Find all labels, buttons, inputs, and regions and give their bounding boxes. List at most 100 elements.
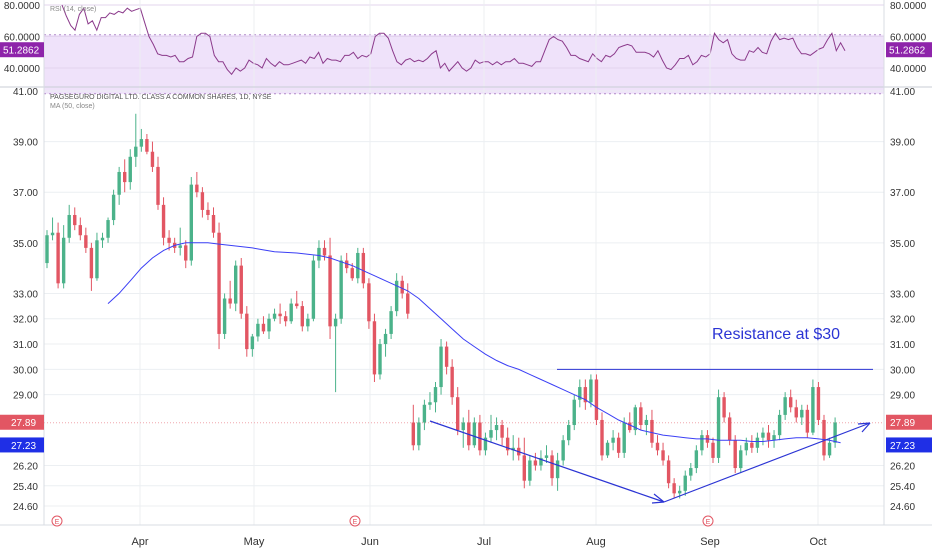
candle-up xyxy=(428,402,432,405)
candle-up xyxy=(528,460,532,481)
candle-down xyxy=(616,437,621,453)
candle-down xyxy=(184,245,188,261)
candle-up xyxy=(761,432,765,438)
candle-up xyxy=(700,435,704,451)
candle-down xyxy=(628,422,632,431)
candle-down xyxy=(594,379,599,420)
candle-up xyxy=(100,237,105,241)
price-tick-label-left: 26.20 xyxy=(13,462,38,473)
time-tick-label: Oct xyxy=(809,536,826,548)
price-tick-label-right: 35.00 xyxy=(890,239,915,250)
candle-up xyxy=(272,313,277,319)
candle-up xyxy=(494,425,499,431)
candle-up xyxy=(744,442,748,451)
candle-up xyxy=(567,425,571,441)
ma-indicator-label: MA (50, close) xyxy=(50,103,95,110)
candle-down xyxy=(328,255,332,327)
earnings-marker xyxy=(51,515,63,527)
candle-up xyxy=(739,450,743,469)
downtrend-arrowhead xyxy=(651,493,665,504)
candle-up xyxy=(689,468,693,476)
price-tick-label-right: 31.00 xyxy=(890,340,915,351)
candle-down xyxy=(406,293,410,314)
candle-down xyxy=(816,387,821,420)
time-tick-label: Sep xyxy=(700,536,720,548)
candle-up xyxy=(383,333,388,345)
candle-down xyxy=(400,280,404,294)
candle-down xyxy=(300,306,304,327)
candle-down xyxy=(505,437,510,451)
rsi-panel: RSI (14, close) xyxy=(44,4,884,95)
earnings-marker xyxy=(349,515,361,527)
candle-down xyxy=(200,192,205,210)
candle-down xyxy=(167,237,171,243)
candle-down xyxy=(239,265,243,314)
price-tag-text-left: 27.89 xyxy=(11,418,36,429)
candle-down xyxy=(78,225,82,236)
price-tick-label-left: 41.00 xyxy=(13,87,38,98)
price-tick-label-right: 33.00 xyxy=(890,289,915,300)
candle-up xyxy=(605,442,610,456)
candle-down xyxy=(73,214,77,226)
resistance-annotation: Resistance at $30 xyxy=(712,326,840,343)
candle-down xyxy=(500,425,504,438)
candle-up xyxy=(622,422,626,453)
candle-down xyxy=(123,171,127,183)
candle-down xyxy=(766,432,771,441)
candle-down xyxy=(350,268,354,279)
time-tick-label: May xyxy=(244,536,265,548)
earnings-marker-label: E xyxy=(55,519,60,526)
price-tick-label-left: 33.00 xyxy=(13,289,38,300)
candle-down xyxy=(206,209,210,215)
rsi-tick-label-left: 60.0000 xyxy=(4,33,41,44)
candle-up xyxy=(267,318,271,332)
candle-down xyxy=(711,442,715,458)
candle-up xyxy=(644,419,649,426)
ma-line xyxy=(107,242,841,444)
candle-down xyxy=(722,397,726,418)
candle-up xyxy=(378,344,382,375)
candle-up xyxy=(611,437,615,443)
candle-up xyxy=(811,387,815,433)
candle-up xyxy=(683,475,687,491)
price-tick-label-left: 30.00 xyxy=(13,365,38,376)
price-tick-label-right: 30.00 xyxy=(890,365,915,376)
candle-up xyxy=(483,437,488,451)
ma-tag-right xyxy=(886,437,932,453)
candle-down xyxy=(322,247,327,256)
time-tick-label: Apr xyxy=(131,536,148,548)
rsi-indicator-label: RSI (14, close) xyxy=(50,6,96,13)
candle-down xyxy=(84,235,88,248)
chart-title: PAGSEGURO DIGITAL LTD. CLASS A COMMON SH… xyxy=(50,94,272,101)
price-tick-label-left: 39.00 xyxy=(13,138,38,149)
candle-up xyxy=(250,336,255,350)
candle-down xyxy=(750,442,754,448)
candle-down xyxy=(367,283,371,322)
candle-up xyxy=(561,440,565,461)
time-tick-label: Jun xyxy=(361,536,379,548)
candle-down xyxy=(56,232,60,284)
candle-down xyxy=(478,422,482,451)
candle-up xyxy=(716,397,721,458)
candle-up xyxy=(222,298,227,334)
earnings-marker xyxy=(702,515,714,527)
candle-down xyxy=(650,419,654,443)
rsi-tick-label-right: 40.0000 xyxy=(890,64,927,75)
candle-down xyxy=(361,252,366,284)
rsi-tick-label-left: 80.0000 xyxy=(4,1,41,12)
candle-down xyxy=(89,247,94,279)
price-tag-text-right: 27.89 xyxy=(890,418,915,429)
candle-up xyxy=(139,139,144,147)
candle-down xyxy=(161,204,166,238)
candle-up xyxy=(755,437,760,448)
candle-down xyxy=(794,407,798,418)
candle-up xyxy=(439,346,443,388)
candle-up xyxy=(589,379,593,403)
candle-up xyxy=(678,490,682,494)
ma-tag-left xyxy=(0,437,44,453)
price-tick-label-right: 24.60 xyxy=(890,502,915,513)
ma-tag-text-left: 27.23 xyxy=(11,441,36,452)
candle-up xyxy=(289,303,293,322)
uptrend-line xyxy=(663,422,871,503)
